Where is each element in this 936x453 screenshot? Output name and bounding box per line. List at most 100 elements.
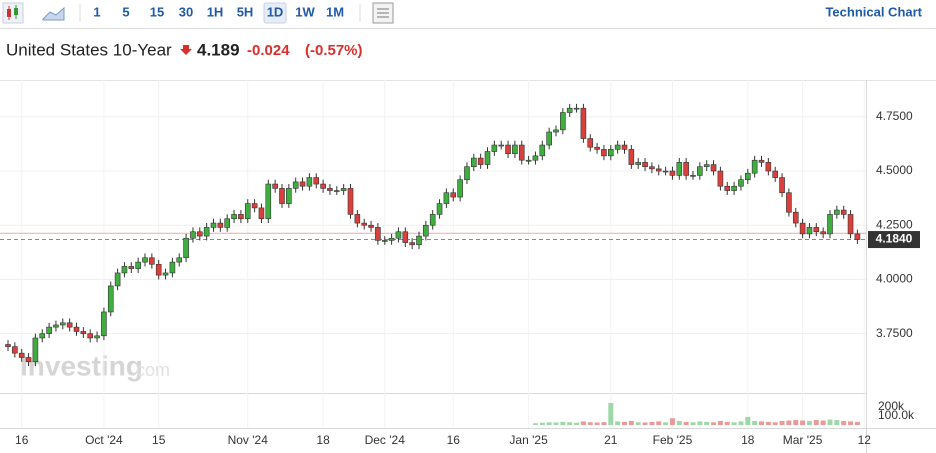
interval-button[interactable]: 1H <box>207 4 224 19</box>
x-tick-label: 16 <box>447 433 461 447</box>
interval-button[interactable]: 30 <box>179 4 193 19</box>
volume-bar <box>669 418 675 425</box>
watermark-brand: Investing <box>20 350 143 381</box>
volume-bar <box>622 421 627 425</box>
y-tick-label: 3.7500 <box>876 326 913 340</box>
x-tick-label: Feb '25 <box>653 433 693 447</box>
candle-body <box>286 188 292 204</box>
candle-body <box>18 352 25 358</box>
candle-body <box>710 164 717 172</box>
candle-body <box>224 218 230 228</box>
candle-body <box>443 192 450 204</box>
candle-body <box>834 209 840 215</box>
x-tick-label: 21 <box>604 433 618 447</box>
change: -0.024 <box>247 42 290 59</box>
candle-body <box>313 177 320 185</box>
candle-body <box>327 188 333 191</box>
volume-bar <box>779 420 785 425</box>
candle-body <box>66 322 73 328</box>
volume-tick-label: 100.0k <box>878 408 915 422</box>
volume-bar <box>848 421 854 425</box>
candle-body <box>744 172 751 181</box>
candle-body <box>731 185 737 191</box>
interval-button[interactable]: 1 <box>93 4 100 19</box>
volume-bar <box>635 422 641 425</box>
area-icon[interactable] <box>42 6 65 21</box>
x-tick-label: Mar '25 <box>783 433 823 447</box>
candle-body <box>176 257 183 263</box>
candle-body <box>162 272 169 276</box>
candle-icon[interactable] <box>2 2 24 24</box>
volume-bar <box>615 421 621 425</box>
volume-bar <box>724 421 730 425</box>
technical-chart-link[interactable]: Technical Chart <box>825 4 922 19</box>
volume-bar <box>608 402 614 425</box>
candle-body <box>107 285 114 313</box>
table-icon[interactable] <box>372 2 394 24</box>
x-tick-label: Dec '24 <box>365 433 406 447</box>
candle-body <box>806 227 813 235</box>
volume-bar <box>759 421 764 425</box>
volume-bar <box>567 422 573 425</box>
volume-bar <box>786 420 792 425</box>
icon-bg[interactable] <box>2 2 24 24</box>
candle-body <box>183 237 189 259</box>
candle-body <box>149 257 155 265</box>
candle-body <box>621 144 628 150</box>
volume-bar <box>546 422 552 425</box>
candle-body <box>628 149 635 165</box>
volume-bar <box>765 421 771 425</box>
candle-body <box>101 311 107 337</box>
candle-body <box>272 183 278 189</box>
candle-body <box>601 149 607 157</box>
volume-bar <box>574 422 580 425</box>
volume-bar <box>580 421 586 425</box>
volume-bar <box>628 420 634 425</box>
interval-button[interactable]: 5 <box>122 4 129 19</box>
volume-bar <box>587 422 593 425</box>
candle-body <box>539 144 546 157</box>
candle-body <box>320 183 326 189</box>
candle-body <box>197 231 203 237</box>
candle-body <box>368 224 374 228</box>
watermark-suffix: .com <box>131 360 170 380</box>
candle-body <box>751 159 758 174</box>
volume-bar <box>532 423 538 425</box>
y-tick-label: 4.2500 <box>876 217 913 231</box>
candle-body <box>265 183 272 220</box>
labels: 3.7500 4.0000 4.2500 4.5000 4.7500 100.0k200k… <box>15 109 920 447</box>
interval-button[interactable]: 5H <box>237 4 254 19</box>
candle-body <box>128 266 135 269</box>
candle-body <box>786 192 792 213</box>
candle-body <box>827 214 833 235</box>
instrument-name: United States 10-Year <box>6 40 172 59</box>
candle-body <box>840 209 847 215</box>
candle-body <box>580 107 587 139</box>
candle-body <box>676 162 683 176</box>
interval-button[interactable]: 1M <box>326 4 344 19</box>
candle-body <box>498 144 505 147</box>
volume-bar <box>806 420 812 425</box>
volume-bar <box>560 421 566 425</box>
candle-body <box>532 155 539 161</box>
change-percent: (-0.57%) <box>305 42 363 59</box>
price: 4.189 <box>197 40 240 59</box>
candle-body <box>190 231 196 239</box>
volume-bar <box>813 420 819 425</box>
candle-body <box>457 179 463 198</box>
interval-button[interactable]: 15 <box>150 4 164 19</box>
candle-body <box>210 222 217 228</box>
volume-bar <box>841 420 847 425</box>
interval-button[interactable]: 1W <box>295 4 315 19</box>
candle-body <box>758 159 765 163</box>
candle-body <box>203 227 210 237</box>
volume-bar <box>649 421 655 425</box>
candle-body <box>662 170 669 173</box>
volume-bar <box>539 422 545 425</box>
interval-button[interactable]: 1D <box>267 4 284 19</box>
candle-body <box>491 144 498 152</box>
candle-body <box>12 346 18 354</box>
candle-body <box>587 138 594 148</box>
candle-body <box>854 233 861 240</box>
down-arrow <box>180 45 192 55</box>
